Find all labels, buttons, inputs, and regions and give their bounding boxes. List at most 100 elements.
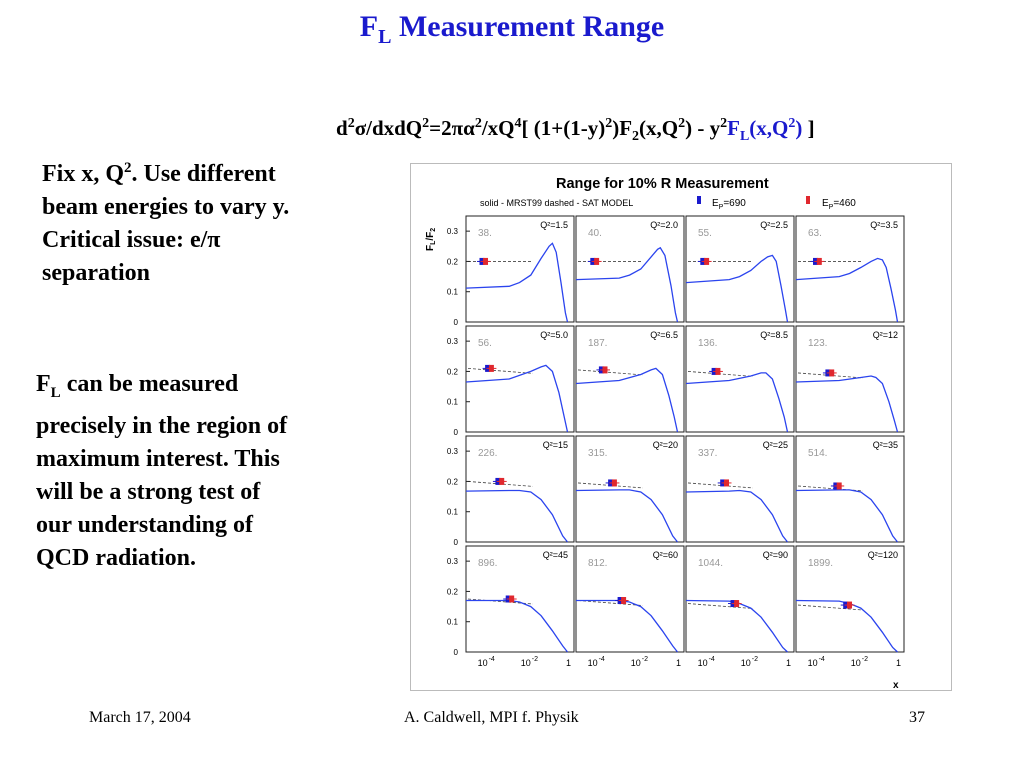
panel-q2-label: Q²=12 [873,330,898,340]
y-tick-label: 0.2 [447,257,459,266]
data-point [715,367,721,375]
data-point [611,479,617,487]
panel-q2-label: Q²=25 [763,440,788,450]
x-tick-label: 1 [896,658,901,668]
x-tick-label: 10 [851,658,861,668]
panel-event-count: 123. [808,338,827,349]
panel-frame [685,215,795,323]
panel-event-count: 187. [588,338,607,349]
slide-title: FL Measurement Range [359,10,665,48]
mrst99-curve [795,375,899,433]
panel-frame [465,215,575,323]
legend-ep690-label: EP=690 [712,198,746,211]
y-tick-label: 0 [454,428,459,437]
mrst99-curve [685,489,789,543]
panel-frame [575,545,685,653]
y-tick-label: 0 [454,648,459,657]
data-point [602,366,608,374]
dashed-sat-line [687,603,753,609]
panel-event-count: 136. [698,338,717,349]
x-tick-label: 10 [698,658,708,668]
mrst99-curve [575,489,679,543]
panel-frame [465,545,575,653]
x-tick-exponent: -2 [752,656,758,663]
y-tick-label: 0 [454,318,459,327]
legend-ep460-label: EP=460 [822,198,856,211]
mrst99-curve [685,372,789,433]
panel-frame [465,435,575,543]
data-point [734,600,740,608]
panel-frame [465,325,575,433]
panel-frame [685,545,795,653]
mrst99-curve [795,257,899,323]
panel-frame [795,545,905,653]
panel-frame [685,435,795,543]
panel-event-count: 315. [588,448,607,459]
x-tick-exponent: -4 [709,656,715,663]
panel-event-count: 812. [588,558,607,569]
x-tick-exponent: -4 [819,656,825,663]
y-tick-label: 0.2 [447,587,459,596]
panel-q2-label: Q²=15 [543,440,568,450]
panel-event-count: 40. [588,228,602,239]
data-point [847,601,853,609]
figure-legend-text: solid - MRST99 dashed - SAT MODEL [480,198,633,208]
data-point [594,257,600,265]
panel-q2-label: Q²=2.0 [650,220,678,230]
panel-q2-label: Q²=5.0 [540,330,568,340]
panel-event-count: 896. [478,558,497,569]
x-tick-exponent: -2 [532,656,538,663]
panel-q2-label: Q²=1.5 [540,220,568,230]
panel-q2-label: Q²=20 [653,440,678,450]
y-tick-label: 0.2 [447,367,459,376]
panel-q2-label: Q²=120 [868,550,898,560]
data-point [499,477,505,485]
x-tick-label: 10 [521,658,531,668]
panel-q2-label: Q²=3.5 [870,220,898,230]
panel-frame [575,325,685,433]
panel-frame [575,215,685,323]
panel-event-count: 337. [698,448,717,459]
mrst99-curve [465,364,569,433]
conclusion-text: FL can be measured precisely in the regi… [36,371,288,571]
panel-grid: 38. Q²=1.5 0.3 0.2 0.1 0 40. Q²=2.0 55. Q²=2.5 63.… [447,215,905,668]
x-tick-exponent: -4 [489,656,495,663]
y-tick-label: 0.1 [447,508,459,517]
dashed-sat-line [797,485,863,492]
dashed-sat-line [577,369,643,376]
panel-frame [575,435,685,543]
y-tick-label: 0.1 [447,618,459,627]
mrst99-curve [795,599,898,653]
panel-event-count: 1044. [698,558,723,569]
data-point [621,597,627,605]
panel-q2-label: Q²=35 [873,440,898,450]
x-tick-label: 10 [808,658,818,668]
x-tick-label: 1 [676,658,681,668]
mrst99-curve [795,489,899,543]
y-tick-label: 0.1 [447,398,459,407]
y-tick-label: 0.2 [447,477,459,486]
panel-event-count: 226. [478,448,497,459]
y-tick-label: 0.3 [447,227,459,236]
fl-range-figure: Range for 10% R Measurement solid - MRST… [410,163,952,691]
dashed-sat-line [467,368,533,374]
y-tick-label: 0.3 [447,557,459,566]
panel-frame [685,325,795,433]
x-tick-exponent: -2 [862,656,868,663]
x-tick-label: 10 [478,658,488,668]
panel-event-count: 56. [478,338,492,349]
method-text: Fix x, Q2. Use different beam energies t… [42,160,290,286]
data-point [483,257,489,265]
dashed-sat-line [797,604,863,611]
mrst99-curve [465,242,569,323]
x-tick-label: 10 [631,658,641,668]
panel-frame [795,435,905,543]
fl-term: FL(x,Q2) [727,116,803,145]
x-tick-exponent: -4 [599,656,605,663]
panel-q2-label: Q²=2.5 [760,220,788,230]
panel-q2-label: Q²=90 [763,550,788,560]
panel-event-count: 514. [808,448,827,459]
data-point [816,257,822,265]
x-tick-label: 1 [786,658,791,668]
panel-event-count: 38. [478,228,492,239]
